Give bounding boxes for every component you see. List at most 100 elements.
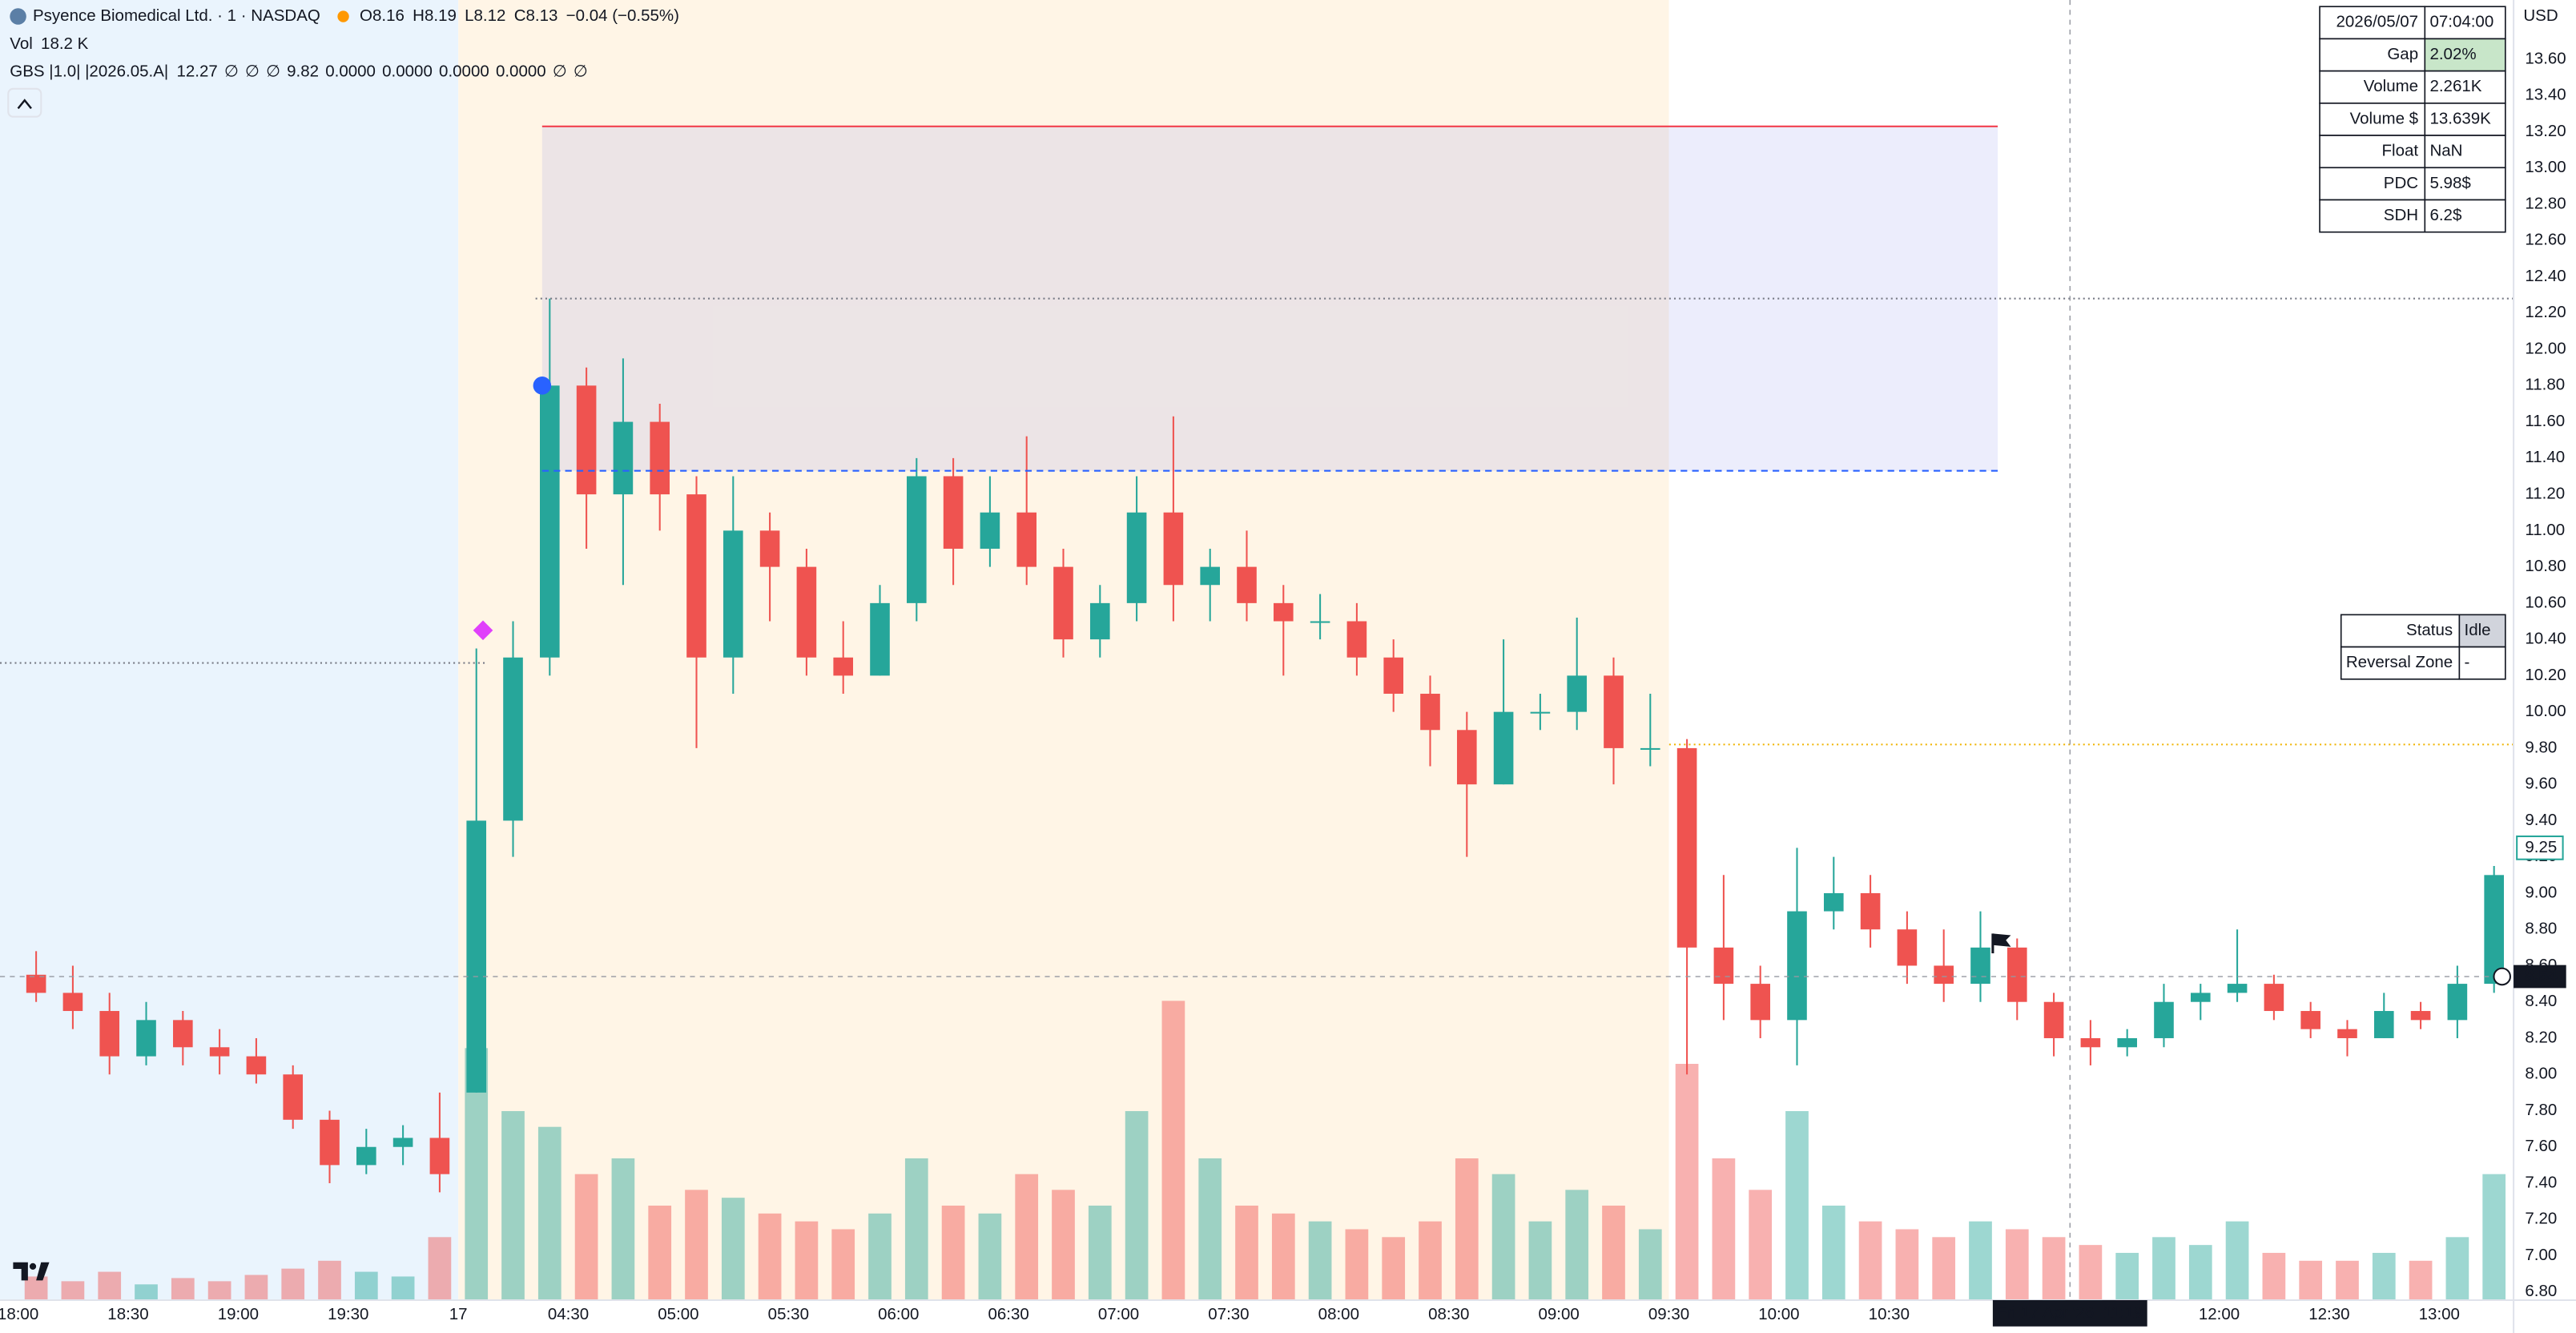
candle-body xyxy=(833,657,854,676)
indicator-value: ∅ xyxy=(553,62,567,81)
ohlc-value: 8.12 xyxy=(474,6,506,25)
y-tick-label: 11.60 xyxy=(2525,412,2565,430)
candle-body xyxy=(1823,892,1844,912)
y-tick-label: 7.40 xyxy=(2525,1173,2557,1191)
candle-body xyxy=(62,993,83,1012)
x-tick-label: 10:00 xyxy=(1758,1305,1799,1323)
volume-bar xyxy=(391,1276,415,1300)
x-tick-label: 19:30 xyxy=(328,1305,368,1323)
table-value: 2.261K xyxy=(2429,77,2481,95)
ohlc-label: H xyxy=(413,6,425,25)
plot xyxy=(24,298,2506,1300)
table-value: 2.02% xyxy=(2429,45,2476,63)
table-key: Status xyxy=(2406,621,2453,639)
candle-body xyxy=(466,820,487,1093)
volume-bar xyxy=(61,1281,85,1300)
volume-bar xyxy=(2299,1260,2323,1300)
tv-logo xyxy=(13,1262,50,1281)
crosshair-time-label: Fri 17 Apr '26 11:19 xyxy=(1997,1303,2143,1322)
table-cell xyxy=(2319,70,2426,104)
candle-body xyxy=(1640,747,1660,750)
volume-bar xyxy=(1895,1229,1919,1300)
volume-label: Vol xyxy=(10,34,32,53)
candle-body xyxy=(723,530,743,658)
table-value: NaN xyxy=(2429,142,2462,160)
indicator-value: ∅ xyxy=(266,62,280,81)
candle-body xyxy=(1237,566,1257,603)
volume-bar xyxy=(1088,1205,1112,1300)
collapse-frame[interactable] xyxy=(7,87,42,118)
crosshair-time-box xyxy=(1992,1299,2147,1327)
table-cell xyxy=(2319,6,2426,40)
table-value: Idle xyxy=(2465,621,2491,639)
y-tick-label: 12.20 xyxy=(2525,303,2566,321)
y-tick-label: 11.20 xyxy=(2525,485,2565,503)
y-tick-label: 8.80 xyxy=(2525,920,2557,938)
volume-bar xyxy=(1638,1229,1662,1300)
volume-bar xyxy=(2372,1252,2396,1300)
x-tick-label: 05:00 xyxy=(658,1305,698,1323)
y-tick-label: 7.60 xyxy=(2525,1137,2557,1155)
volume-bar xyxy=(1858,1221,1882,1300)
table-key: 2026/05/07 xyxy=(2337,13,2419,31)
volume-bar xyxy=(318,1260,341,1300)
candle-body xyxy=(2080,1037,2101,1048)
table-value: 07:04:00 xyxy=(2429,13,2493,31)
candle-body xyxy=(1420,694,1440,731)
candle-body xyxy=(1676,747,1697,948)
y-tick-label: 10.20 xyxy=(2525,666,2566,684)
volume-bar xyxy=(171,1278,195,1300)
volume-bar xyxy=(1345,1229,1369,1300)
ohlc-label: O xyxy=(360,6,372,25)
candle-body xyxy=(320,1119,340,1166)
candle-body xyxy=(1750,984,1770,1021)
volume-bar xyxy=(1932,1237,1956,1300)
x-tick-label: 06:30 xyxy=(988,1305,1028,1323)
volume-bar xyxy=(1015,1174,1039,1300)
volume-bar xyxy=(758,1213,782,1300)
table-cell xyxy=(2424,6,2506,40)
collapse-button[interactable] xyxy=(17,99,32,110)
x-tick-label: 12:30 xyxy=(2308,1305,2349,1323)
x-tick-label: 07:30 xyxy=(1208,1305,1249,1323)
candle-body xyxy=(392,1138,413,1147)
volume-bar xyxy=(98,1271,122,1300)
candle-body xyxy=(209,1047,230,1057)
volume-bar xyxy=(501,1111,525,1300)
y-tick-label: 10.00 xyxy=(2525,702,2566,720)
indicator-value: ∅ xyxy=(245,62,260,81)
table-key: SDH xyxy=(2384,206,2418,224)
candle-body xyxy=(1456,730,1477,785)
volume-bar xyxy=(1821,1205,1845,1300)
volume-bar xyxy=(795,1221,819,1300)
volume-bar xyxy=(1235,1205,1258,1300)
indicator-value: 0.0000 xyxy=(382,62,433,81)
currency-label: USD xyxy=(2523,6,2558,25)
y-tick-label: 7.80 xyxy=(2525,1101,2557,1119)
x-tick-label: 08:00 xyxy=(1318,1305,1359,1323)
signal-marker xyxy=(473,620,493,641)
y-tick-label: 12.00 xyxy=(2525,339,2566,357)
crosshair-plus xyxy=(2493,967,2511,986)
candle-body xyxy=(540,385,560,658)
volume-bar xyxy=(281,1268,305,1300)
volume-bar xyxy=(868,1213,892,1300)
volume-bar xyxy=(1602,1205,1625,1300)
volume-bar xyxy=(941,1205,965,1300)
candle-body xyxy=(1200,566,1221,586)
indicator-value: 12.27 xyxy=(176,62,217,81)
volume-bar xyxy=(648,1205,672,1300)
candle-body xyxy=(2190,993,2211,1002)
y-tick-label: 7.00 xyxy=(2525,1246,2557,1264)
table-cell xyxy=(2458,614,2506,648)
volume-bar xyxy=(1308,1221,1332,1300)
volume-bar xyxy=(978,1213,1002,1300)
candle-body xyxy=(1897,929,1918,966)
candle-body xyxy=(576,385,597,495)
y-tick-label: 10.80 xyxy=(2525,557,2566,575)
premarket-bg xyxy=(0,0,459,1300)
candle-body xyxy=(1273,602,1294,622)
candle-body xyxy=(2337,1029,2357,1038)
